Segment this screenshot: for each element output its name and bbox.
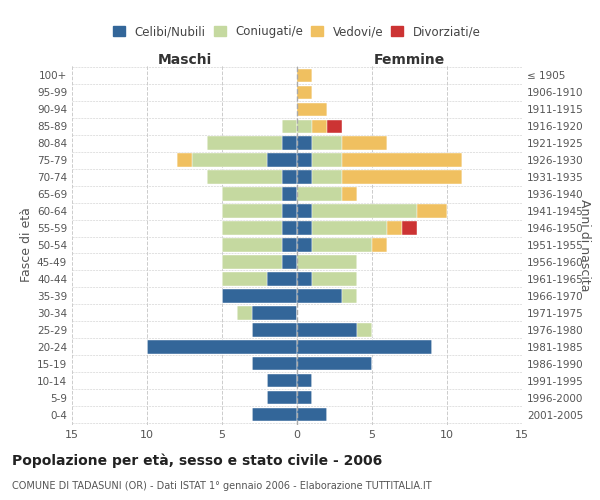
Bar: [312, 120, 327, 133]
Bar: [267, 391, 297, 404]
Bar: [297, 102, 327, 116]
Bar: [222, 238, 282, 252]
Bar: [297, 188, 342, 200]
Bar: [177, 154, 192, 166]
Bar: [297, 204, 312, 218]
Bar: [312, 222, 387, 234]
Bar: [222, 222, 282, 234]
Bar: [297, 324, 357, 336]
Bar: [342, 290, 357, 302]
Bar: [312, 204, 417, 218]
Bar: [297, 272, 312, 285]
Bar: [192, 154, 267, 166]
Bar: [207, 136, 282, 149]
Bar: [297, 154, 312, 166]
Y-axis label: Fasce di età: Fasce di età: [20, 208, 33, 282]
Bar: [297, 408, 327, 422]
Bar: [297, 256, 357, 268]
Bar: [267, 272, 297, 285]
Bar: [327, 120, 342, 133]
Bar: [282, 238, 297, 252]
Bar: [312, 136, 342, 149]
Bar: [282, 188, 297, 200]
Bar: [312, 170, 342, 183]
Bar: [297, 374, 312, 388]
Bar: [297, 170, 312, 183]
Text: Femmine: Femmine: [374, 52, 445, 66]
Bar: [402, 222, 417, 234]
Text: Maschi: Maschi: [157, 52, 212, 66]
Bar: [222, 272, 267, 285]
Bar: [297, 391, 312, 404]
Legend: Celibi/Nubili, Coniugati/e, Vedovi/e, Divorziati/e: Celibi/Nubili, Coniugati/e, Vedovi/e, Di…: [109, 20, 485, 43]
Bar: [342, 188, 357, 200]
Text: Popolazione per età, sesso e stato civile - 2006: Popolazione per età, sesso e stato civil…: [12, 453, 382, 468]
Bar: [252, 306, 297, 320]
Bar: [342, 154, 462, 166]
Bar: [312, 154, 342, 166]
Bar: [342, 136, 387, 149]
Bar: [297, 120, 312, 133]
Bar: [267, 154, 297, 166]
Bar: [297, 238, 312, 252]
Bar: [297, 357, 372, 370]
Bar: [297, 86, 312, 99]
Bar: [252, 408, 297, 422]
Bar: [222, 188, 282, 200]
Bar: [342, 170, 462, 183]
Bar: [222, 290, 297, 302]
Y-axis label: Anni di nascita: Anni di nascita: [578, 198, 590, 291]
Bar: [282, 136, 297, 149]
Bar: [147, 340, 297, 353]
Bar: [372, 238, 387, 252]
Bar: [417, 204, 447, 218]
Bar: [252, 324, 297, 336]
Text: COMUNE DI TADASUNI (OR) - Dati ISTAT 1° gennaio 2006 - Elaborazione TUTTITALIA.I: COMUNE DI TADASUNI (OR) - Dati ISTAT 1° …: [12, 481, 431, 491]
Bar: [282, 204, 297, 218]
Bar: [312, 238, 372, 252]
Bar: [297, 290, 342, 302]
Bar: [387, 222, 402, 234]
Bar: [297, 68, 312, 82]
Bar: [282, 256, 297, 268]
Bar: [297, 222, 312, 234]
Bar: [357, 324, 372, 336]
Bar: [267, 374, 297, 388]
Bar: [282, 222, 297, 234]
Bar: [282, 170, 297, 183]
Bar: [237, 306, 252, 320]
Bar: [222, 204, 282, 218]
Bar: [297, 136, 312, 149]
Bar: [222, 256, 282, 268]
Bar: [252, 357, 297, 370]
Bar: [282, 120, 297, 133]
Bar: [312, 272, 357, 285]
Bar: [207, 170, 282, 183]
Bar: [297, 340, 432, 353]
